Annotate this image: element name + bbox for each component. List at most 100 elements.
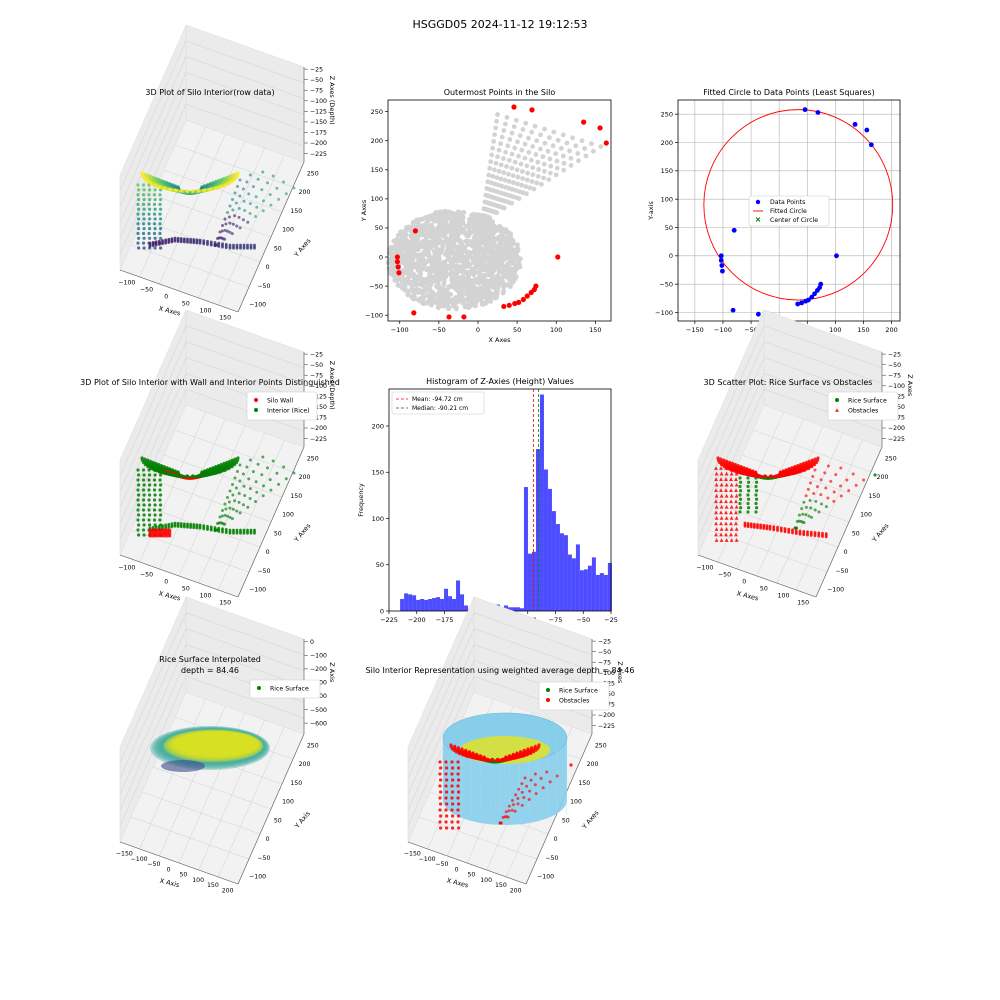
surface-point xyxy=(191,189,195,193)
ray-point xyxy=(527,798,531,801)
wall-point xyxy=(153,188,157,192)
wall-point xyxy=(444,808,448,812)
y-tick-label: −50 xyxy=(369,282,383,290)
gray-point xyxy=(494,118,499,124)
x-tick-label: 100 xyxy=(778,593,790,600)
ray-point xyxy=(226,229,230,233)
ray-point xyxy=(238,194,242,198)
ray-point xyxy=(525,784,529,788)
x-tick-label: 150 xyxy=(495,882,507,889)
floor-point xyxy=(821,535,824,538)
data-point xyxy=(731,227,737,233)
gray-point xyxy=(435,240,441,246)
wall-point xyxy=(148,523,152,527)
ray-point xyxy=(238,463,242,467)
legend-box xyxy=(246,391,318,421)
gray-point xyxy=(561,160,567,166)
y-axis-label: Y Axes xyxy=(870,521,891,544)
wall-point xyxy=(141,231,146,236)
z-axis-label: Z Axes xyxy=(616,661,624,684)
histogram-bar xyxy=(543,469,548,611)
data-point xyxy=(719,263,725,268)
gray-point xyxy=(510,279,516,285)
gray-point xyxy=(547,156,553,162)
surface-layer xyxy=(167,730,262,760)
floor-point xyxy=(186,240,189,244)
floor-point xyxy=(749,525,753,529)
surface-point xyxy=(464,748,468,752)
wall-point xyxy=(438,772,442,776)
legend-label-center: Center of Circle xyxy=(770,217,818,224)
ray-point xyxy=(256,177,260,181)
floor-point xyxy=(176,525,180,528)
ray-point xyxy=(236,470,239,473)
ray-point xyxy=(268,478,272,482)
ray-point xyxy=(218,230,222,234)
gray-point xyxy=(414,262,420,268)
gray-point xyxy=(407,273,413,279)
z-tick-label: −150 xyxy=(310,404,327,411)
surface-layer xyxy=(158,728,266,765)
gray-point xyxy=(443,269,449,275)
outermost-point xyxy=(501,303,507,310)
ray-point xyxy=(834,473,838,477)
x-tick-label: 0 xyxy=(476,326,480,334)
gray-point xyxy=(387,256,393,262)
wall-point xyxy=(153,197,157,202)
ray-point xyxy=(510,808,514,812)
grid-line xyxy=(119,644,305,795)
surface-point xyxy=(806,466,811,471)
gray-point xyxy=(399,247,405,253)
gray-point xyxy=(526,149,532,155)
legend-label: Rice Surface xyxy=(559,687,598,694)
ray-point xyxy=(507,809,511,813)
gray-point xyxy=(583,153,589,159)
gray-point xyxy=(527,185,533,191)
wall-point xyxy=(457,826,461,830)
y-tick-label: 100 xyxy=(282,799,294,806)
gray-point xyxy=(419,216,425,222)
floor-point xyxy=(232,246,235,250)
gray-point xyxy=(476,296,482,302)
x-axis-label: X Axes xyxy=(446,876,470,889)
wall-point xyxy=(136,193,140,197)
x-tick-label: −50 xyxy=(140,572,153,579)
histogram-bar xyxy=(432,598,437,611)
ray-point xyxy=(223,502,227,506)
surface-point xyxy=(745,472,749,476)
x-tick-label: −150 xyxy=(686,326,704,334)
gray-point xyxy=(465,259,471,265)
gray-point xyxy=(453,306,459,312)
surface-point xyxy=(722,465,726,469)
wall-point xyxy=(152,202,157,206)
chart-title: Fitted Circle to Data Points (Least Squa… xyxy=(703,88,874,97)
z-tick-label: −75 xyxy=(598,659,611,666)
ray-point xyxy=(513,809,517,813)
gray-point xyxy=(441,281,447,287)
gray-point xyxy=(405,292,411,298)
wall-point xyxy=(148,227,152,231)
gray-point xyxy=(433,209,439,215)
floor-point xyxy=(768,527,772,531)
ray-point xyxy=(845,478,849,482)
wall-point xyxy=(142,197,146,202)
y-tick-label: −50 xyxy=(257,855,270,862)
wall-point xyxy=(724,538,729,542)
z-axis-label: Z Axes (Depth) xyxy=(328,361,336,410)
wall-point xyxy=(450,760,454,764)
gray-point xyxy=(422,259,428,265)
ray-point xyxy=(231,507,235,511)
gray-point xyxy=(540,154,546,160)
wall-point xyxy=(159,534,163,538)
gray-point xyxy=(393,245,399,251)
x-tick-label: 50 xyxy=(513,326,521,334)
gray-point xyxy=(474,250,480,256)
ray-point xyxy=(251,470,255,474)
ray-point xyxy=(826,496,830,500)
wall-point xyxy=(141,212,146,216)
wall-point xyxy=(739,480,743,484)
gray-point xyxy=(470,298,476,304)
fitted-circle xyxy=(703,109,894,301)
gray-point xyxy=(501,255,507,261)
floor-point xyxy=(182,240,186,244)
